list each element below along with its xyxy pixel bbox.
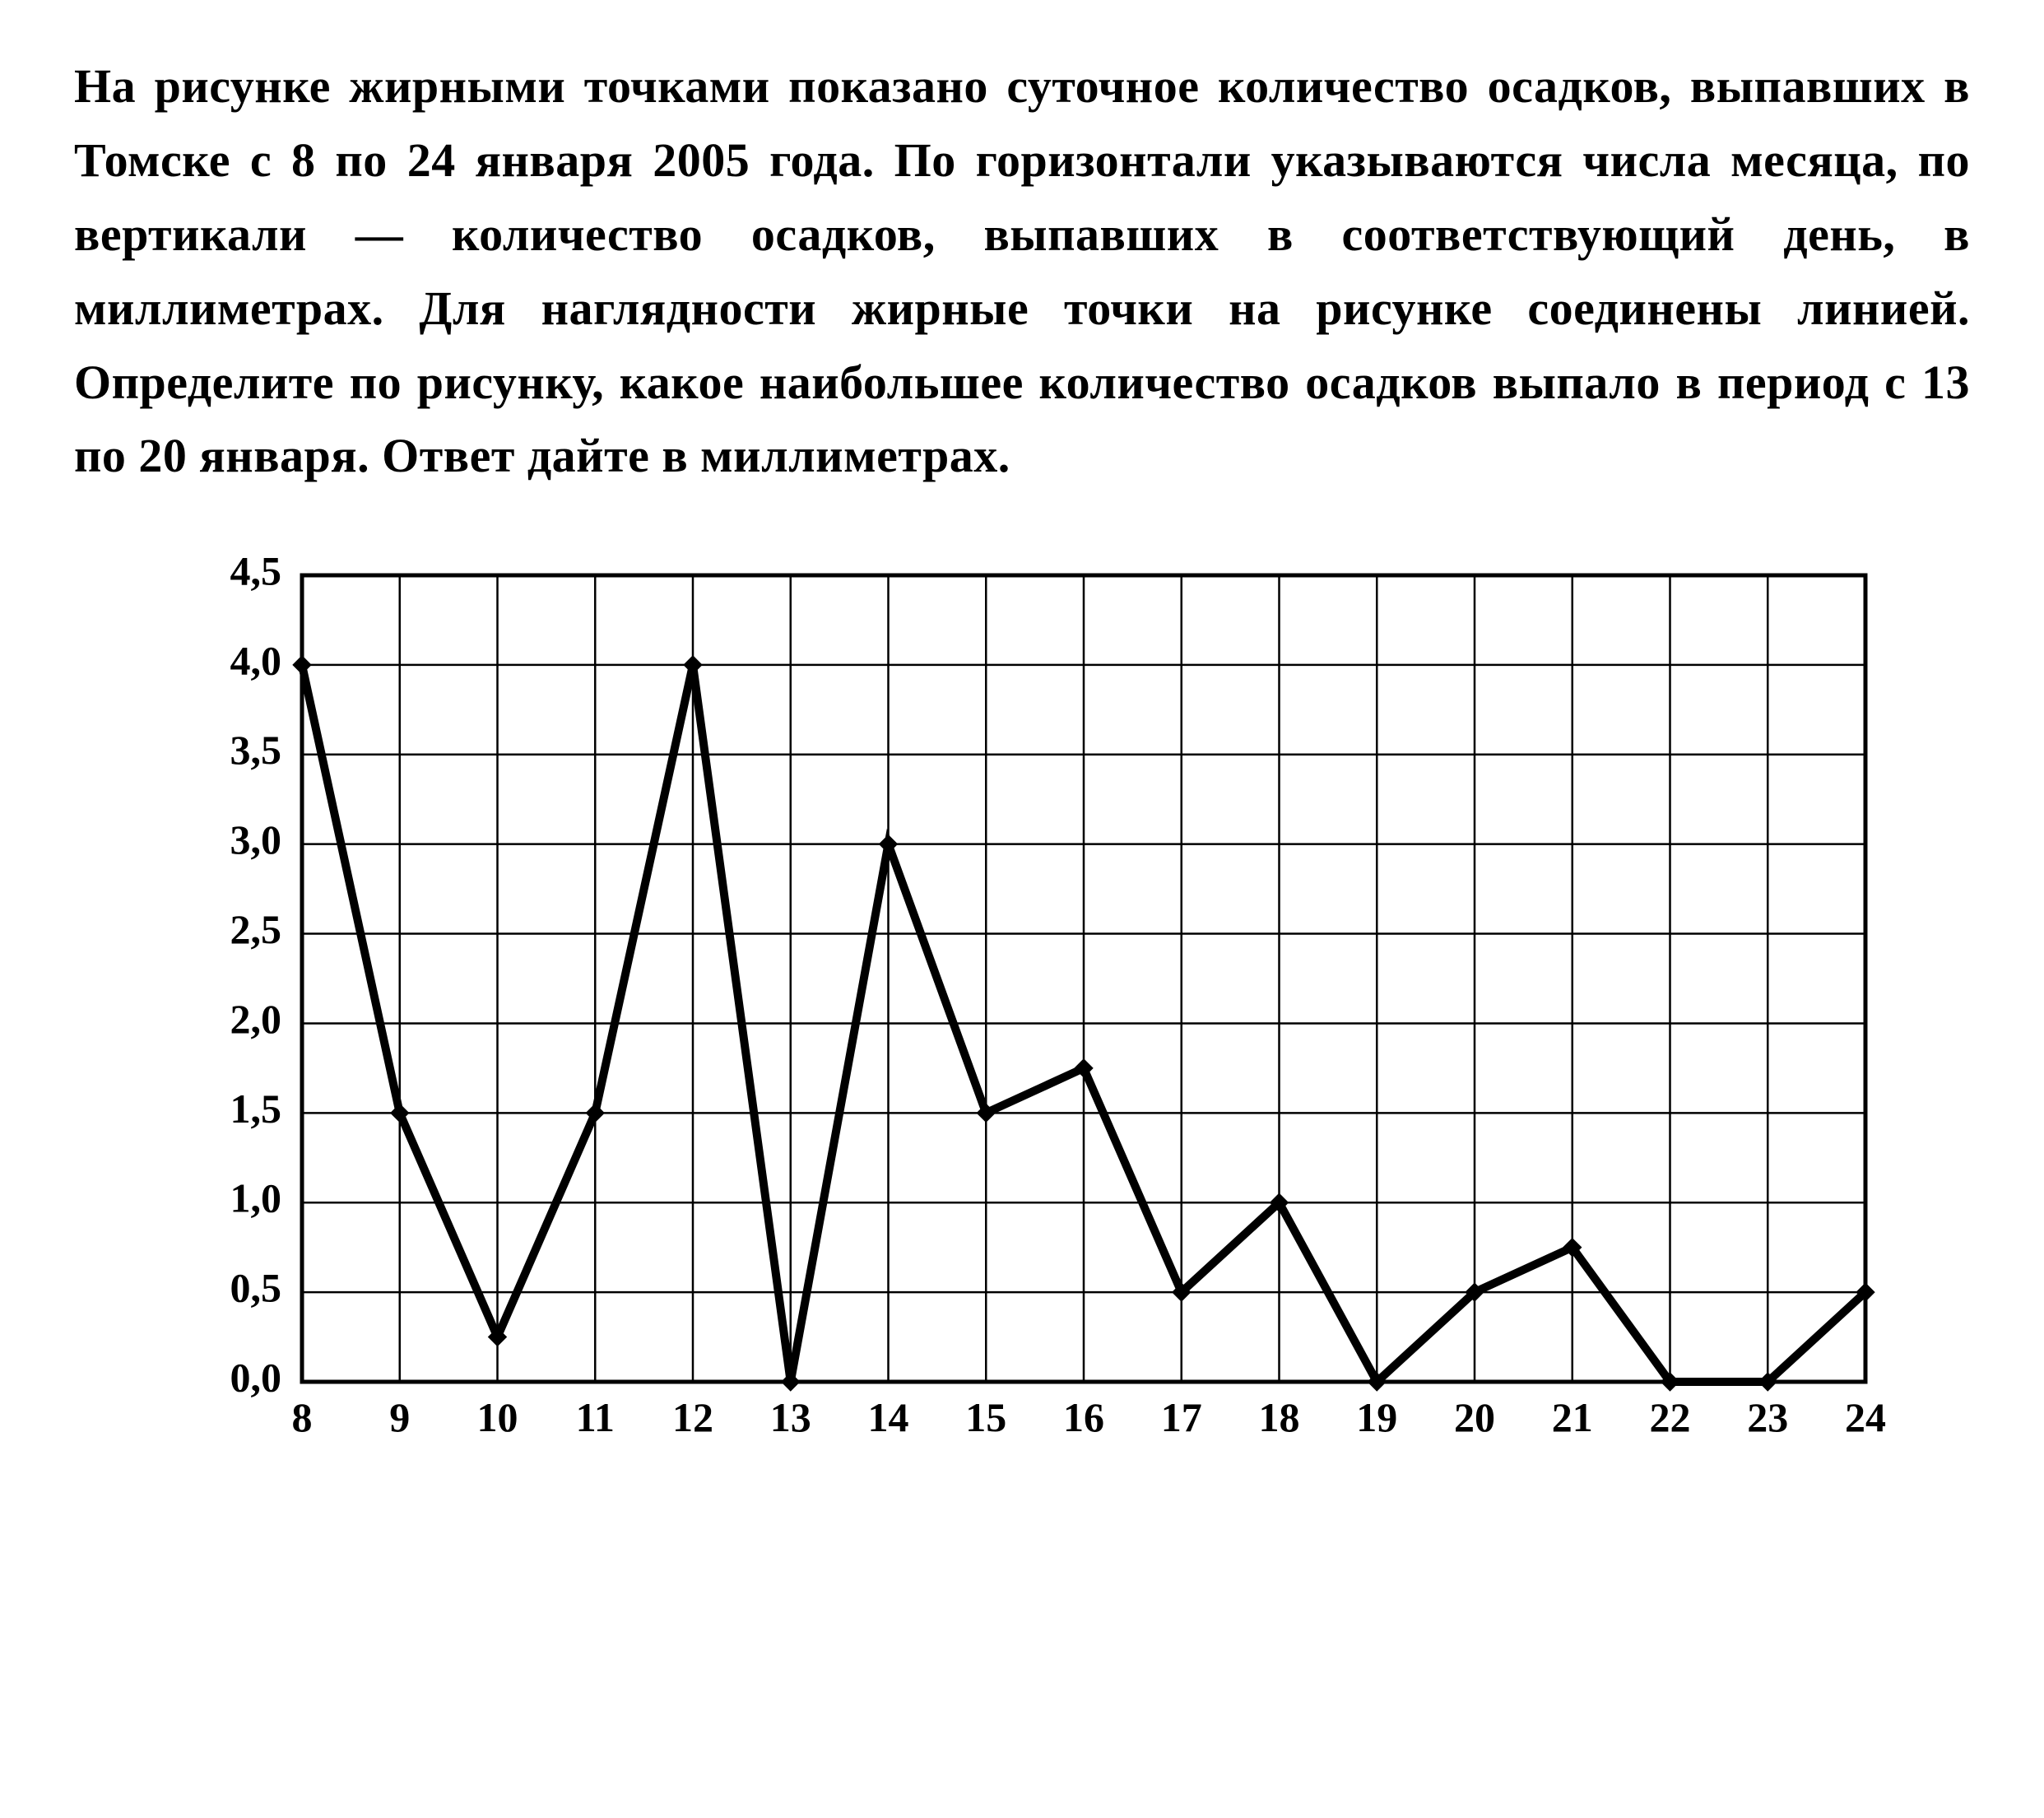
y-tick-label: 1,0 xyxy=(230,1175,282,1221)
x-tick-label: 18 xyxy=(1259,1394,1300,1440)
problem-text: На рисунке жирными точками показано суто… xyxy=(74,49,1970,493)
y-tick-label: 2,0 xyxy=(230,996,282,1042)
x-tick-label: 14 xyxy=(868,1394,909,1440)
y-tick-label: 1,5 xyxy=(230,1086,282,1132)
x-tick-label: 20 xyxy=(1454,1394,1495,1440)
y-tick-label: 3,0 xyxy=(230,816,282,863)
x-tick-label: 23 xyxy=(1747,1394,1788,1440)
x-tick-label: 12 xyxy=(672,1394,713,1440)
x-tick-label: 13 xyxy=(770,1394,811,1440)
y-tick-label: 4,0 xyxy=(230,638,282,684)
x-tick-label: 24 xyxy=(1845,1394,1886,1440)
y-tick-label: 4,5 xyxy=(230,551,282,593)
x-tick-label: 10 xyxy=(477,1394,518,1440)
x-tick-label: 17 xyxy=(1161,1394,1202,1440)
x-tick-label: 19 xyxy=(1356,1394,1397,1440)
x-tick-label: 9 xyxy=(389,1394,410,1440)
page: На рисунке жирными точками показано суто… xyxy=(0,0,2044,1546)
x-tick-label: 16 xyxy=(1063,1394,1104,1440)
x-tick-label: 22 xyxy=(1650,1394,1691,1440)
y-tick-label: 2,5 xyxy=(230,906,282,952)
x-tick-label: 21 xyxy=(1552,1394,1593,1440)
y-tick-label: 3,5 xyxy=(230,728,282,774)
y-tick-label: 0,0 xyxy=(230,1355,282,1401)
precipitation-chart: 0,0 0,5 1,0 1,5 2,0 2,5 3,0 3,5 4,0 4,5 8 9 10 11 12 13… xyxy=(146,551,1898,1481)
y-tick-label: 0,5 xyxy=(230,1265,282,1311)
x-tick-label: 8 xyxy=(292,1394,313,1440)
chart-container: 0,0 0,5 1,0 1,5 2,0 2,5 3,0 3,5 4,0 4,5 8 9 10 11 12 13… xyxy=(74,551,1970,1481)
x-tick-label: 15 xyxy=(965,1394,1006,1440)
x-tick-label: 11 xyxy=(576,1394,615,1440)
